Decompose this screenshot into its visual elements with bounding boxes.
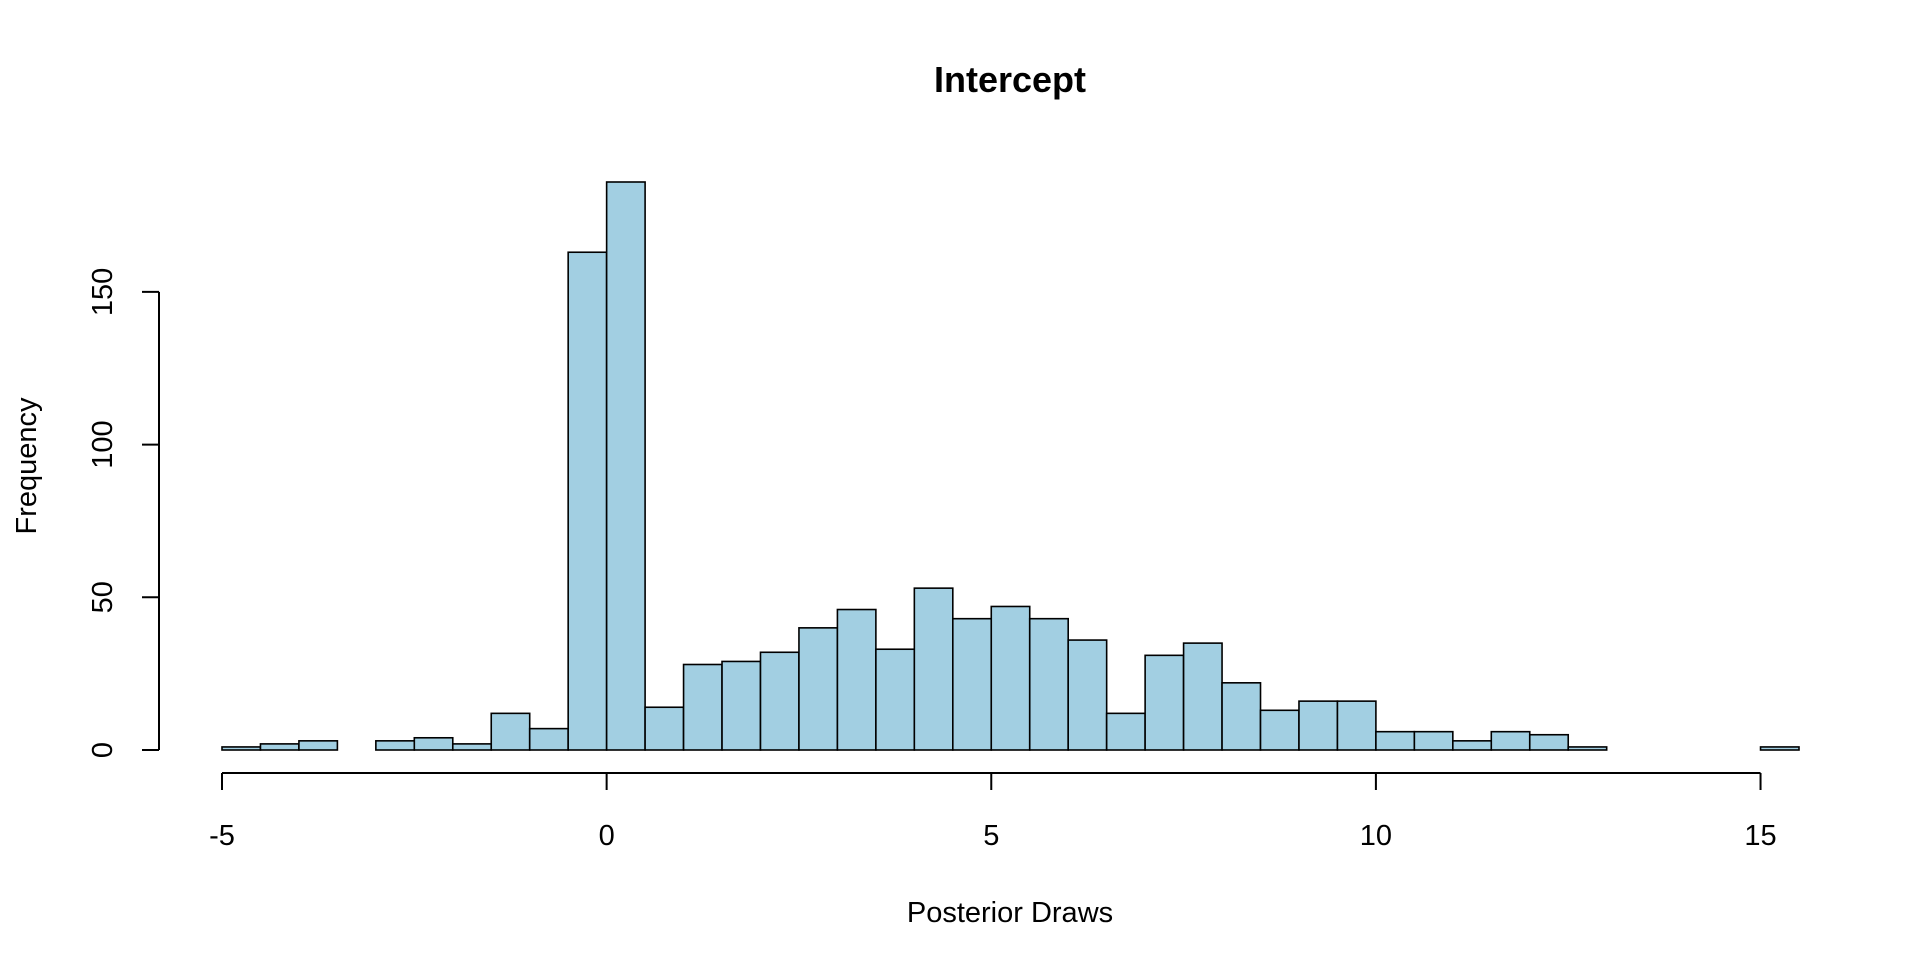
y-tick-label: 0	[87, 742, 119, 758]
histogram-bar	[990, 605, 1031, 751]
y-tick-label: 100	[87, 420, 119, 468]
histogram-bar	[1452, 740, 1493, 751]
histogram-bar	[836, 608, 877, 751]
histogram-bar	[1105, 712, 1146, 751]
histogram-bar	[1221, 682, 1262, 751]
y-axis: 0 50 100 150	[87, 268, 160, 758]
histogram-bar	[1759, 746, 1800, 751]
x-tick-label: 0	[599, 820, 615, 852]
x-axis: -5 0 5 10 15	[209, 772, 1777, 852]
histogram-bar	[259, 743, 300, 751]
histogram-bar	[875, 648, 916, 751]
y-axis-label: Frequency	[11, 397, 43, 535]
y-tick-label: 50	[87, 581, 119, 613]
histogram-bar	[490, 712, 531, 751]
x-tick-label: -5	[209, 820, 235, 852]
histogram-bar	[451, 743, 493, 751]
histogram-bars	[221, 181, 1800, 751]
histogram-bar	[413, 736, 454, 751]
histogram-bar	[913, 587, 954, 751]
histogram-bar	[528, 727, 569, 751]
histogram-bar	[1567, 746, 1608, 751]
histogram-bar	[1298, 700, 1339, 751]
chart-title: Intercept	[934, 59, 1086, 100]
x-axis-label: Posterior Draws	[907, 897, 1113, 929]
x-tick-label: 15	[1744, 820, 1776, 852]
histogram-bar	[798, 627, 839, 751]
histogram-bar	[221, 746, 262, 751]
histogram-bar	[605, 181, 646, 751]
histogram-bar	[1490, 730, 1531, 751]
histogram-bar	[298, 740, 339, 751]
x-tick-label: 5	[983, 820, 999, 852]
histogram-bar	[567, 251, 608, 751]
histogram-bar	[644, 706, 685, 751]
histogram-bar	[952, 617, 993, 751]
histogram-bar	[721, 660, 762, 751]
histogram-bar	[1413, 730, 1454, 751]
histogram-bar	[759, 651, 800, 751]
histogram-bar	[375, 740, 416, 751]
histogram-bar	[1067, 639, 1108, 751]
histogram-bar	[1028, 617, 1069, 751]
y-tick-label: 150	[87, 268, 119, 316]
histogram-bar	[682, 663, 723, 751]
histogram-bar	[1528, 733, 1570, 751]
histogram-bar	[1144, 654, 1185, 751]
histogram-bar	[1182, 642, 1223, 751]
x-tick-label: 10	[1360, 820, 1392, 852]
histogram-bar	[1375, 730, 1416, 751]
histogram-bar	[1259, 709, 1300, 751]
histogram-bar	[1336, 700, 1377, 751]
